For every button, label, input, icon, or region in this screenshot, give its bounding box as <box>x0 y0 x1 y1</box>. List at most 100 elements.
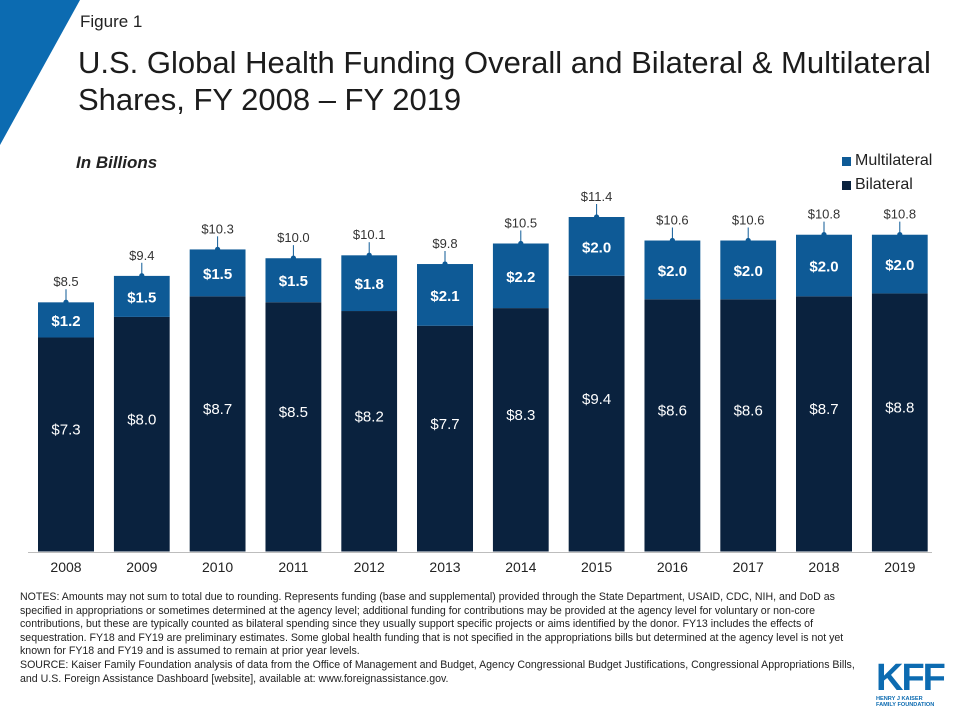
total-marker-2019 <box>897 232 903 238</box>
x-tick-label-2016: 2016 <box>657 559 688 575</box>
total-marker-2016 <box>669 237 676 244</box>
data-label-bilateral-2009: $8.0 <box>127 411 156 428</box>
bar-multilateral-2016 <box>644 240 701 300</box>
bar-multilateral-2019 <box>871 234 928 294</box>
bar-bilateral-2011 <box>265 302 322 552</box>
data-label-bilateral-2013: $7.7 <box>430 416 459 433</box>
total-marker-2010 <box>215 246 221 252</box>
data-label-bilateral-2015: $9.4 <box>582 391 611 408</box>
bar-bilateral-2014 <box>492 308 549 552</box>
bar-bilateral-2008 <box>38 337 94 552</box>
data-label-bilateral-2012: $8.2 <box>355 409 384 426</box>
bar-multilateral-2014 <box>492 243 549 309</box>
data-label-bilateral-2014: $8.3 <box>506 407 535 424</box>
legend-label-bilateral: Bilateral <box>855 176 913 193</box>
stacked-bar-chart: $7.3 $1.2 $8.5 2008 $8.0 $1.5 $9.4 2009 $8.7 $1.5… <box>28 189 932 575</box>
data-label-multilateral-2010: $1.5 <box>203 266 232 283</box>
data-label-multilateral-2013: $2.1 <box>430 288 459 305</box>
data-label-multilateral-2008: $1.2 <box>51 313 80 330</box>
kff-logo-line1: HENRY J KAISER <box>876 696 923 702</box>
x-tick-label-2015: 2015 <box>581 559 612 575</box>
x-tick-label-2018: 2018 <box>808 559 839 575</box>
data-label-multilateral-2018: $2.0 <box>809 258 838 275</box>
bar-bilateral-2012 <box>341 311 398 552</box>
legend-label-multilateral: Multilateral <box>855 152 933 169</box>
legend-swatch-bilateral <box>842 180 851 190</box>
chart-subtitle: In Billions <box>76 153 158 172</box>
data-label-multilateral-2011: $1.5 <box>279 273 308 290</box>
total-label-2017: $10.6 <box>732 213 765 228</box>
data-label-multilateral-2014: $2.2 <box>506 269 535 286</box>
bar-multilateral-2011 <box>265 258 322 303</box>
total-label-2019: $10.8 <box>884 207 917 222</box>
bar-bilateral-2010 <box>189 296 246 552</box>
total-label-2008: $8.5 <box>53 274 78 289</box>
x-tick-label-2012: 2012 <box>354 559 385 575</box>
kff-logo-line2: FAMILY FOUNDATION <box>876 702 935 709</box>
notes-block: NOTES: Amounts may not sum to total due … <box>20 591 865 686</box>
total-marker-2014 <box>518 240 524 247</box>
figure-label: Figure 1 <box>80 12 143 31</box>
corner-accent-triangle <box>0 0 80 145</box>
legend-item-multilateral: Multilateral <box>842 149 932 173</box>
total-label-2016: $10.6 <box>656 213 689 228</box>
total-label-2013: $9.8 <box>432 236 457 251</box>
chart-title: U.S. Global Health Funding Overall and B… <box>78 45 931 117</box>
total-marker-2011 <box>290 255 296 261</box>
legend: Multilateral Bilateral <box>842 149 932 197</box>
x-tick-label-2010: 2010 <box>202 559 233 575</box>
kff-logo: KFF HENRY J KAISER FAMILY FOUNDATION <box>876 659 946 709</box>
bar-multilateral-2013 <box>417 264 473 326</box>
bar-bilateral-2013 <box>417 325 473 552</box>
notes-text: NOTES: Amounts may not sum to total due … <box>20 591 844 658</box>
data-label-bilateral-2017: $8.6 <box>734 403 763 420</box>
legend-swatch-multilateral <box>842 156 851 166</box>
total-label-2009: $9.4 <box>129 248 154 263</box>
total-marker-2017 <box>745 237 751 244</box>
total-marker-2018 <box>821 232 827 238</box>
x-tick-label-2014: 2014 <box>505 559 536 575</box>
bar-bilateral-2016 <box>644 299 701 552</box>
data-label-bilateral-2019: $8.8 <box>885 400 914 417</box>
bar-bilateral-2009 <box>113 316 170 552</box>
x-tick-label-2008: 2008 <box>50 559 81 575</box>
bar-multilateral-2009 <box>113 275 170 317</box>
data-label-multilateral-2017: $2.0 <box>734 263 763 280</box>
total-marker-2012 <box>366 252 372 258</box>
total-label-2010: $10.3 <box>201 221 234 236</box>
total-label-2018: $10.8 <box>808 207 841 222</box>
data-label-bilateral-2010: $8.7 <box>203 401 232 418</box>
total-label-2012: $10.1 <box>353 227 386 242</box>
bar-multilateral-2010 <box>189 249 246 297</box>
x-tick-label-2019: 2019 <box>884 559 915 575</box>
kff-logo-subtext: HENRY J KAISER FAMILY FOUNDATION <box>876 696 946 709</box>
x-tick-label-2013: 2013 <box>429 559 460 575</box>
bar-multilateral-2008 <box>38 302 94 338</box>
data-label-bilateral-2018: $8.7 <box>809 401 838 418</box>
total-label-2011: $10.0 <box>277 230 310 245</box>
data-label-bilateral-2011: $8.5 <box>279 404 308 421</box>
bar-bilateral-2017 <box>720 299 777 552</box>
total-marker-2009 <box>139 273 145 279</box>
x-tick-label-2017: 2017 <box>733 559 764 575</box>
data-label-multilateral-2019: $2.0 <box>885 257 914 274</box>
bar-bilateral-2019 <box>871 293 928 552</box>
bar-bilateral-2018 <box>796 296 852 552</box>
data-label-multilateral-2015: $2.0 <box>582 239 611 256</box>
data-label-multilateral-2012: $1.8 <box>355 276 384 293</box>
total-marker-2008 <box>63 299 69 305</box>
bar-multilateral-2012 <box>341 255 398 312</box>
bar-bilateral-2015 <box>568 275 625 552</box>
data-label-bilateral-2008: $7.3 <box>51 422 80 439</box>
data-label-bilateral-2016: $8.6 <box>658 403 687 420</box>
legend-item-bilateral: Bilateral <box>842 173 932 197</box>
bar-multilateral-2015 <box>568 217 625 276</box>
bar-multilateral-2018 <box>796 234 852 297</box>
source-text: SOURCE: Kaiser Family Foundation analysi… <box>20 658 855 685</box>
x-tick-label-2011: 2011 <box>278 559 308 575</box>
bar-multilateral-2017 <box>720 240 777 300</box>
x-tick-label-2009: 2009 <box>126 559 157 575</box>
total-marker-2015 <box>594 214 600 220</box>
total-label-2015: $11.4 <box>581 189 613 204</box>
total-marker-2013 <box>442 261 448 267</box>
